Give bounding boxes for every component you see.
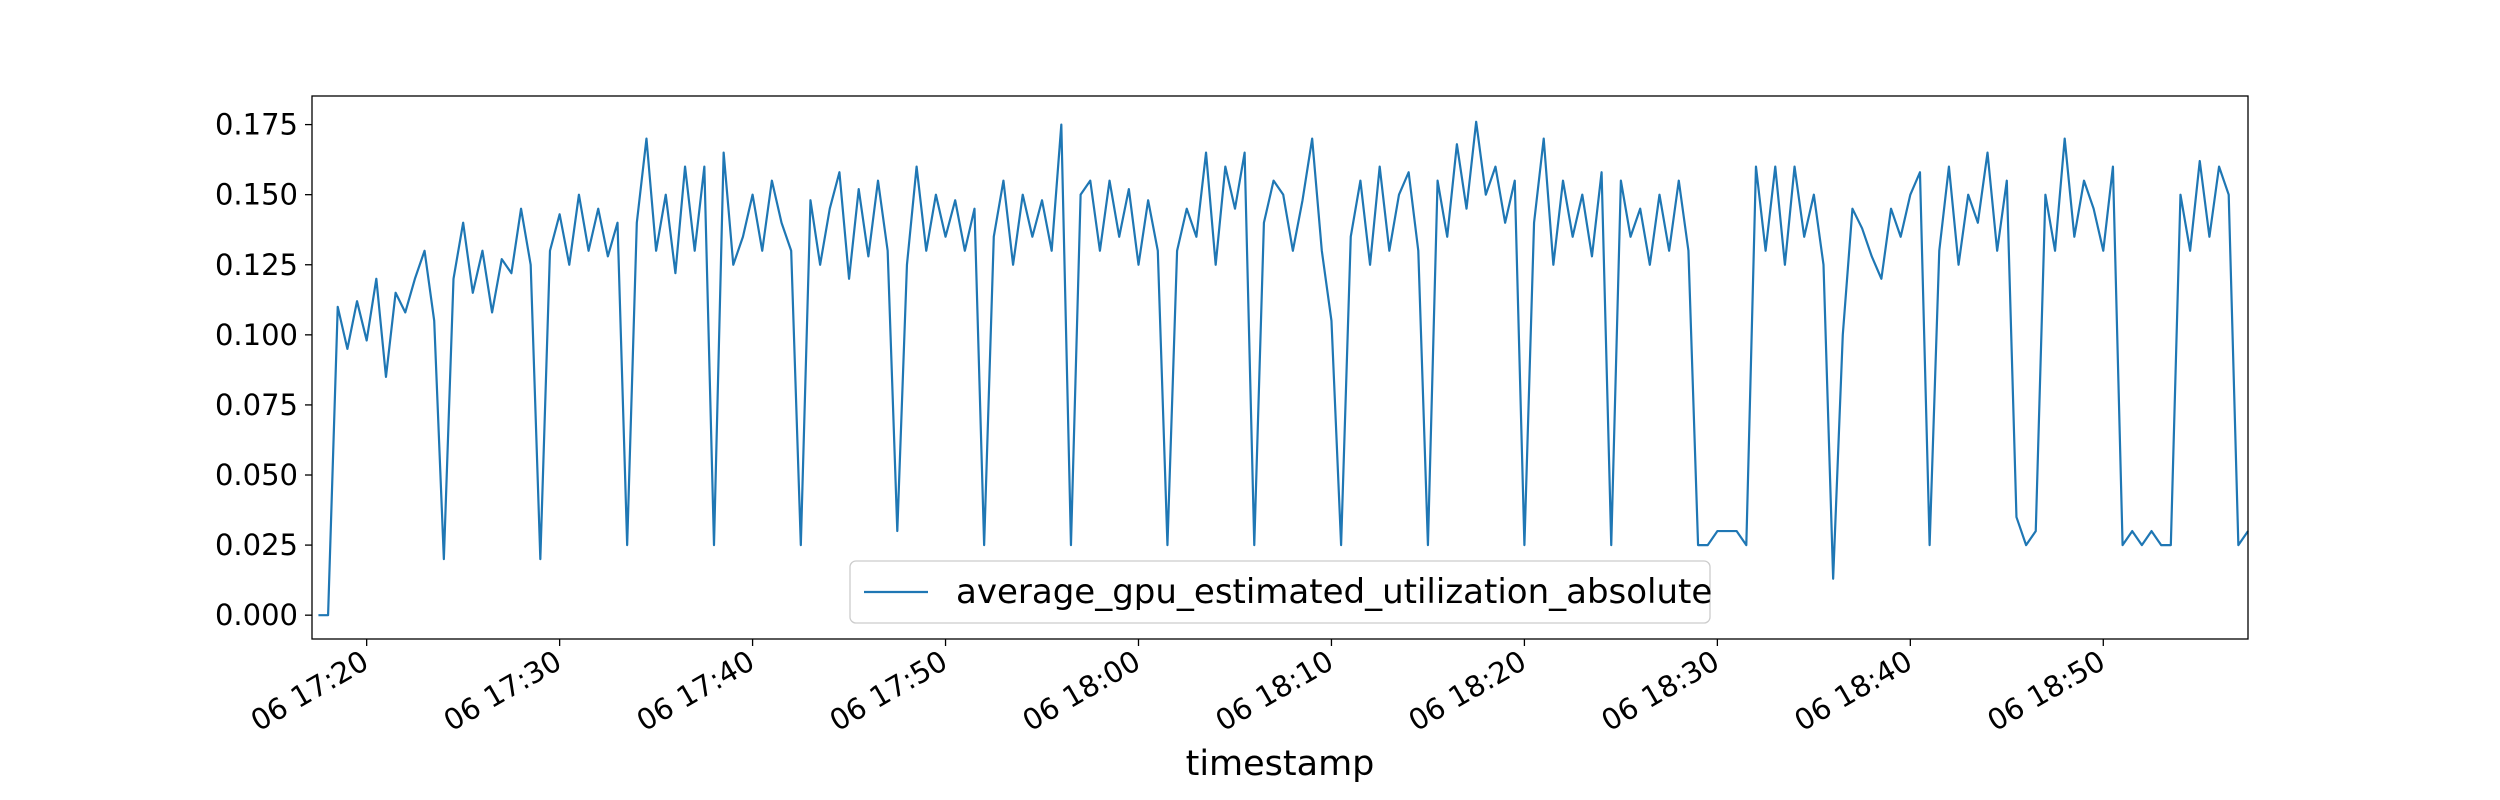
legend-label: average_gpu_estimated_utilization_absolu… [956, 572, 1712, 612]
y-tick-label: 0.075 [215, 388, 298, 422]
legend: average_gpu_estimated_utilization_absolu… [849, 560, 1712, 624]
y-tick-label: 0.000 [215, 598, 298, 632]
x-tick-label: 06 18:50 [1981, 644, 2110, 738]
y-tick-label: 0.150 [215, 178, 298, 212]
x-tick-label: 06 17:20 [245, 644, 374, 738]
x-tick-label: 06 17:40 [631, 644, 760, 738]
x-tick-label: 06 18:10 [1210, 644, 1339, 738]
y-tick-label: 0.175 [215, 108, 298, 142]
x-tick-label: 06 17:50 [824, 644, 953, 738]
plot-frame [311, 95, 2249, 640]
y-tick-label: 0.125 [215, 248, 298, 282]
legend-box [849, 560, 1711, 624]
x-tick-label: 06 17:30 [438, 644, 567, 738]
x-tick-label: 06 18:00 [1017, 644, 1146, 738]
x-tick-label: 06 18:20 [1403, 644, 1532, 738]
x-tick-label: 06 18:30 [1596, 644, 1725, 738]
data-line [318, 120, 2249, 617]
y-tick-label: 0.100 [215, 318, 298, 352]
y-tick-label: 0.025 [215, 528, 298, 562]
y-tick-label: 0.050 [215, 458, 298, 492]
x-axis-label: timestamp [1186, 744, 1375, 784]
x-tick-label: 06 18:40 [1788, 644, 1917, 738]
